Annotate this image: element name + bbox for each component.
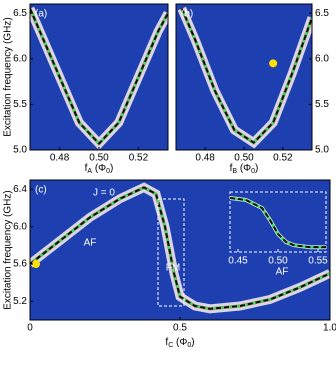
x-label-part: 0 [251,168,255,175]
fm-box [157,198,185,307]
y-tick-label: 6.0 [13,53,27,64]
x-label-part: (Φ [173,337,187,348]
plot [177,6,312,149]
annotation: AF [84,238,97,249]
y-tick-label: 5.2 [13,296,27,307]
x-label-part: ) [191,337,194,348]
panel-label: (c) [35,185,47,196]
theory-dashed [181,8,312,144]
x-label-part: f [165,337,168,348]
inset-frame [229,191,327,253]
x-tick-label: 0.48 [195,153,215,164]
theory-dashed [30,186,330,310]
heatmap-bg [30,4,168,150]
x-label-part: (Φ [237,163,251,174]
x-axis-label: fA (Φ0) [85,163,114,175]
x-tick-label: 0.50 [268,256,288,267]
annotation: FM [166,263,180,274]
x-tick-label: 0.48 [50,153,70,164]
panel-label: (b) [181,9,193,20]
x-label-part: A [87,168,92,175]
annotation: J = 0 [93,188,115,199]
plot [230,196,326,250]
x-label-part: 0 [106,168,110,175]
y-tick-label: 6.5 [13,8,27,19]
x-label-part: f [230,163,233,174]
plot [30,182,330,314]
x-tick-label: 0.52 [273,153,293,164]
theory-dashed [230,197,326,249]
x-axis-label: fC (Φ0) [165,337,194,349]
y-tick-label: 5.6 [13,259,27,270]
x-axis-label: fB (Φ0) [230,163,259,175]
y-tick-label: 5.5 [315,99,329,110]
x-tick-label: 0.45 [228,256,248,267]
plot [30,6,168,150]
x-label-part: C [168,342,173,349]
x-label-part: ) [255,163,258,174]
y-tick-label: 6.0 [13,221,27,232]
y-tick-label: 6.0 [315,53,329,64]
x-label-part: ) [110,163,113,174]
y-tick-label: 5.0 [315,145,329,156]
y-axis-label: Excitation frequency (GHz) [3,190,14,310]
y-tick-label: 5.5 [13,99,27,110]
theory-dashed [30,8,168,145]
marker [269,59,278,68]
y-tick-label: 6.5 [315,8,329,19]
annotation: AF [276,267,289,278]
x-tick-label: 0.50 [89,153,109,164]
x-tick-label: 0 [27,323,33,334]
marker [32,260,40,268]
x-tick-label: 0.5 [173,323,187,334]
x-tick-label: 0.50 [234,153,254,164]
x-label-part: f [85,163,88,174]
x-tick-label: 1.0 [323,323,336,334]
y-axis-label: Excitation frequency (GHz) [3,17,14,137]
x-tick-label: 0.52 [129,153,149,164]
x-label-part: B [232,168,237,175]
y-tick-label: 6.4 [13,184,27,195]
x-label-part: 0 [187,342,191,349]
x-label-part: (Φ [92,163,106,174]
x-tick-label: 0.55 [308,256,328,267]
panel-label: (a) [35,9,47,20]
y-tick-label: 5.0 [13,145,27,156]
